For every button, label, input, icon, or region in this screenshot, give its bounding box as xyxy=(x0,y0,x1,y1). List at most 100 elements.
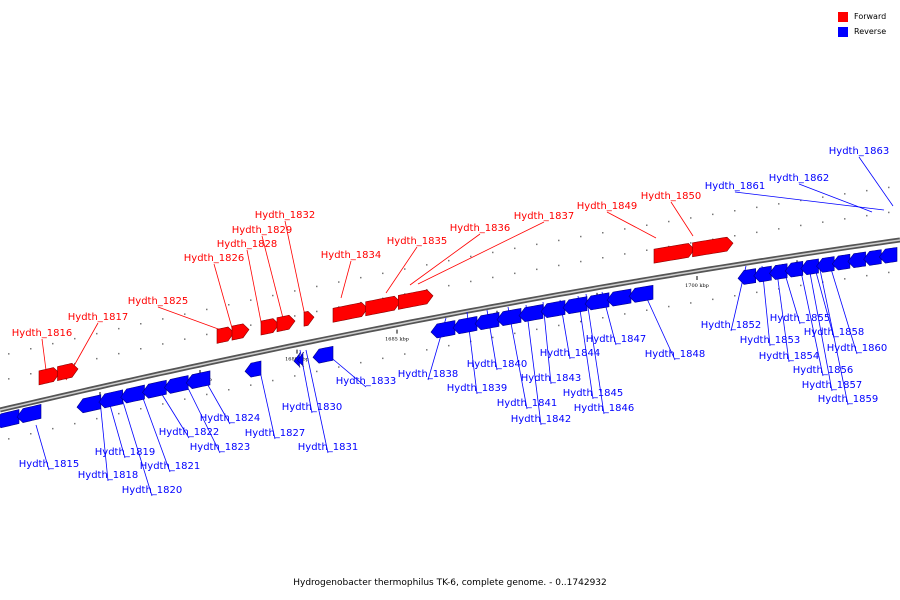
grid-dot xyxy=(52,427,54,430)
grid-dot xyxy=(514,332,516,335)
reverse-gene-label[interactable]: Hydth_1833 xyxy=(336,376,397,387)
forward-leader-line xyxy=(417,221,545,285)
grid-dot xyxy=(624,313,626,315)
grid-dot xyxy=(844,278,846,280)
reverse-gene-label[interactable]: Hydth_1824 xyxy=(200,413,261,424)
reverse-gene-label[interactable]: Hydth_1843 xyxy=(521,373,582,384)
reverse-gene-label[interactable]: Hydth_1853 xyxy=(740,335,801,346)
legend-item-forward: Forward xyxy=(838,9,886,24)
tick-label: 1700 kbp xyxy=(685,283,709,289)
reverse-leader-line xyxy=(858,156,894,207)
grid-dot xyxy=(140,348,142,350)
reverse-gene-label[interactable]: Hydth_1841 xyxy=(497,398,558,409)
forward-gene-label[interactable]: Hydth_1817 xyxy=(68,312,129,323)
reverse-gene-arrow xyxy=(753,265,772,283)
reverse-gene-label[interactable]: Hydth_1848 xyxy=(645,349,706,360)
reverse-gene-arrow xyxy=(76,394,102,414)
backbone-highlight xyxy=(0,239,900,411)
grid-dot xyxy=(646,249,648,251)
forward-gene-arrow xyxy=(57,362,79,382)
reverse-leader-line xyxy=(99,399,109,482)
forward-leader-line xyxy=(385,246,418,294)
grid-dot xyxy=(294,375,296,377)
grid-dot xyxy=(558,324,560,327)
grid-dot xyxy=(602,257,604,259)
reverse-gene-label[interactable]: Hydth_1821 xyxy=(140,461,201,472)
forward-gene-label[interactable]: Hydth_1829 xyxy=(232,225,293,236)
grid-dot xyxy=(8,378,10,380)
reverse-gene-label[interactable]: Hydth_1815 xyxy=(19,459,80,470)
reverse-leader-line xyxy=(798,183,873,213)
reverse-gene-label[interactable]: Hydth_1819 xyxy=(95,447,156,458)
reverse-gene-label[interactable]: Hydth_1818 xyxy=(78,470,139,481)
legend-item-reverse: Reverse xyxy=(838,24,886,39)
reverse-gene-label[interactable]: Hydth_1858 xyxy=(804,327,865,338)
reverse-leader-line xyxy=(525,304,542,426)
forward-gene-label[interactable]: Hydth_1834 xyxy=(321,250,382,261)
forward-gene-label[interactable]: Hydth_1816 xyxy=(12,328,73,339)
label-leaders xyxy=(35,156,894,497)
reverse-leader-line xyxy=(807,261,833,392)
reverse-gene-label[interactable]: Hydth_1822 xyxy=(159,427,220,438)
forward-gene-label[interactable]: Hydth_1849 xyxy=(577,201,638,212)
reverse-gene-label[interactable]: Hydth_1859 xyxy=(818,394,879,405)
reverse-gene-arrow xyxy=(518,304,544,322)
grid-dot xyxy=(118,412,120,415)
grid-dot xyxy=(888,211,890,214)
reverse-gene-label[interactable]: Hydth_1831 xyxy=(298,442,359,453)
reverse-gene-label[interactable]: Hydth_1846 xyxy=(574,403,635,414)
forward-leader-line xyxy=(261,235,285,323)
forward-gene-label[interactable]: Hydth_1837 xyxy=(514,211,575,222)
forward-gene-arrow xyxy=(260,318,280,336)
reverse-gene-label[interactable]: Hydth_1840 xyxy=(467,359,528,370)
genome-caption: Hydrogenobacter thermophilus TK-6, compl… xyxy=(293,578,607,588)
reverse-gene-label[interactable]: Hydth_1862 xyxy=(769,173,830,184)
forward-gene-label[interactable]: Hydth_1825 xyxy=(128,296,189,307)
reverse-gene-label[interactable]: Hydth_1855 xyxy=(770,313,831,324)
grid-dot xyxy=(206,308,208,311)
grid-dot xyxy=(558,264,560,267)
grid-dot xyxy=(448,344,450,347)
reverse-gene-label[interactable]: Hydth_1823 xyxy=(190,442,251,453)
reverse-gene-arrow xyxy=(496,307,522,326)
reverse-gene-label[interactable]: Hydth_1838 xyxy=(398,369,459,380)
reverse-gene-label[interactable]: Hydth_1856 xyxy=(793,365,854,376)
grid-dot xyxy=(448,259,450,262)
reverse-gene-arrow xyxy=(562,296,588,315)
grid-dot xyxy=(426,264,428,266)
grid-dot xyxy=(52,342,54,345)
forward-gene-arrow xyxy=(303,311,315,327)
reverse-gene-label[interactable]: Hydth_1854 xyxy=(759,351,820,362)
grid-dot xyxy=(514,272,516,275)
reverse-gene-label[interactable]: Hydth_1844 xyxy=(540,348,601,359)
reverse-gene-arrow xyxy=(816,256,835,273)
forward-gene-label[interactable]: Hydth_1828 xyxy=(217,239,278,250)
reverse-gene-label[interactable]: Hydth_1845 xyxy=(563,388,624,399)
reverse-gene-label[interactable]: Hydth_1827 xyxy=(245,428,306,439)
reverse-gene-label[interactable]: Hydth_1857 xyxy=(802,380,863,391)
reverse-gene-label[interactable]: Hydth_1861 xyxy=(705,181,766,192)
forward-gene-label[interactable]: Hydth_1836 xyxy=(450,223,511,234)
reverse-gene-label[interactable]: Hydth_1852 xyxy=(701,320,762,331)
reverse-gene-arrow xyxy=(297,351,305,367)
reverse-gene-label[interactable]: Hydth_1863 xyxy=(829,146,890,157)
reverse-gene-label[interactable]: Hydth_1839 xyxy=(447,383,508,394)
grid-dot xyxy=(800,284,802,287)
reverse-leader-line xyxy=(798,261,824,377)
reverse-gene-label[interactable]: Hydth_1830 xyxy=(282,402,343,413)
grid-dot xyxy=(580,260,582,263)
forward-leader-line xyxy=(246,249,263,328)
forward-gene-label[interactable]: Hydth_1826 xyxy=(184,253,245,264)
grid-dot xyxy=(272,294,274,297)
grid-dot xyxy=(492,251,494,254)
forward-gene-label[interactable]: Hydth_1850 xyxy=(641,191,702,202)
forward-gene-label[interactable]: Hydth_1835 xyxy=(387,236,448,247)
reverse-gene-label[interactable]: Hydth_1820 xyxy=(122,485,183,496)
reverse-gene-label[interactable]: Hydth_1842 xyxy=(511,414,572,425)
reverse-gene-label[interactable]: Hydth_1847 xyxy=(586,334,647,345)
reverse-leader-line xyxy=(542,301,552,385)
forward-gene-arrow xyxy=(276,314,296,333)
forward-gene-label[interactable]: Hydth_1832 xyxy=(255,210,316,221)
reverse-gene-label[interactable]: Hydth_1860 xyxy=(827,343,888,354)
